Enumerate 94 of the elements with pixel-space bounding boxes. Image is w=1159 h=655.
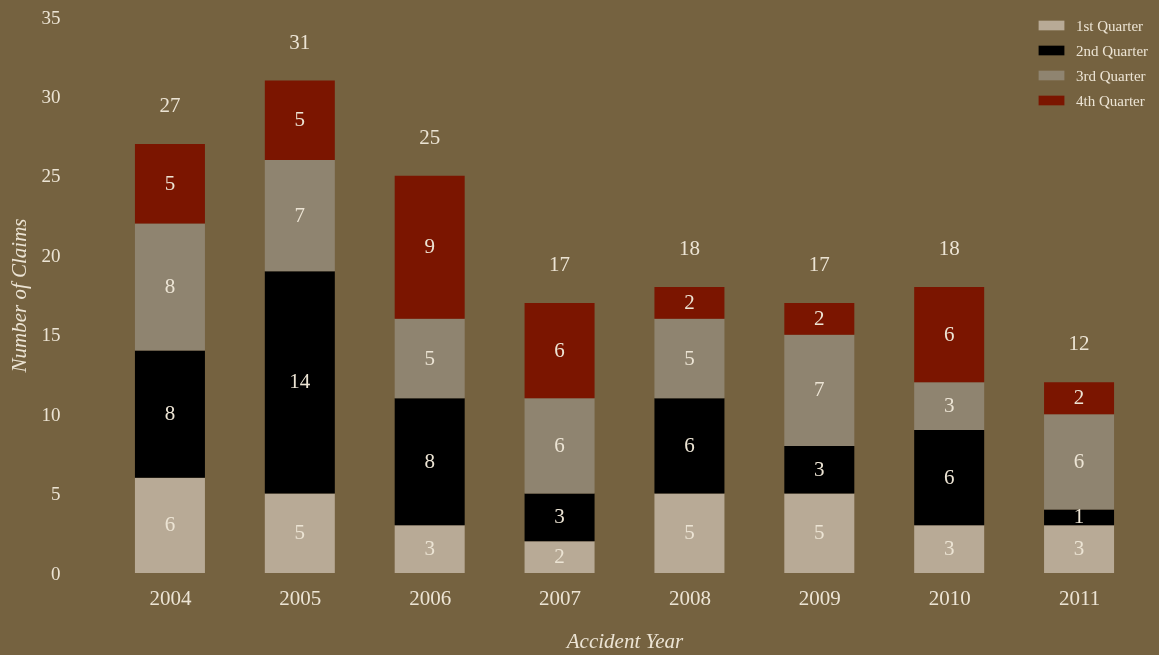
bar — [784, 302, 855, 335]
bar — [784, 493, 855, 573]
data-label: 3 — [943, 393, 955, 418]
data-label: 6 — [164, 512, 176, 537]
data-label: 14 — [289, 369, 311, 394]
total-label: 17 — [549, 251, 571, 276]
x-tick-label: 2004 — [149, 585, 192, 610]
bar — [1044, 525, 1115, 573]
bar — [134, 144, 205, 224]
bar — [134, 223, 205, 351]
y-tick-label: 20 — [41, 244, 61, 266]
x-tick-label: 2005 — [279, 585, 322, 610]
data-label: 5 — [164, 170, 176, 195]
total-label: 12 — [1068, 331, 1090, 356]
data-label: 6 — [684, 432, 695, 457]
data-label: 3 — [814, 456, 825, 481]
data-label: 3 — [943, 536, 955, 561]
data-label: 6 — [554, 337, 565, 362]
data-label: 2 — [684, 289, 695, 314]
data-label: 3 — [554, 504, 565, 529]
bar — [394, 398, 465, 526]
bar — [524, 302, 595, 399]
data-label: 6 — [1073, 448, 1085, 473]
bar — [394, 175, 465, 319]
bar — [264, 159, 335, 272]
y-axis-title: Number of Claims — [6, 218, 31, 374]
data-label: 5 — [294, 107, 306, 132]
x-tick-label: 2011 — [1058, 585, 1101, 610]
y-tick-label: 35 — [41, 6, 61, 28]
y-tick-label: 30 — [41, 85, 61, 107]
data-label: 8 — [164, 401, 176, 426]
y-tick-label: 15 — [41, 324, 61, 346]
y-tick-label: 10 — [41, 403, 61, 425]
bar — [524, 493, 595, 542]
data-label: 2 — [554, 544, 565, 569]
data-label: 7 — [814, 377, 825, 402]
bar — [394, 318, 465, 399]
data-label: 3 — [424, 536, 435, 561]
data-label: 5 — [424, 345, 435, 370]
x-tick-label: 2010 — [928, 585, 971, 610]
data-label: 1 — [1073, 504, 1085, 529]
data-label: 7 — [294, 202, 306, 227]
legend-label: 3rd Quarter — [1076, 67, 1146, 84]
data-label: 8 — [164, 274, 176, 299]
legend-label: 2nd Quarter — [1076, 42, 1149, 59]
x-tick-label: 2008 — [668, 585, 711, 610]
total-label: 31 — [289, 29, 311, 54]
x-tick-label: 2006 — [409, 585, 452, 610]
bar — [394, 525, 465, 573]
data-label: 2 — [814, 305, 825, 330]
legend-label: 1st Quarter — [1076, 17, 1144, 34]
bar — [1044, 382, 1115, 415]
bar — [654, 287, 725, 319]
x-tick-label: 2007 — [539, 585, 582, 610]
bar — [914, 382, 985, 431]
data-label: 6 — [943, 464, 955, 489]
total-label: 18 — [938, 236, 960, 261]
y-tick-label: 0 — [51, 562, 61, 584]
total-label: 17 — [808, 251, 830, 276]
data-label: 5 — [684, 520, 695, 545]
legend-label: 4th Quarter — [1076, 92, 1145, 109]
data-label: 2 — [1073, 385, 1085, 410]
data-label: 5 — [294, 520, 306, 545]
bar — [914, 430, 985, 526]
data-label: 5 — [684, 345, 695, 370]
y-tick-label: 5 — [51, 483, 61, 505]
bar — [264, 80, 335, 160]
bar — [1044, 509, 1115, 526]
data-label: 3 — [1073, 536, 1085, 561]
x-tick-label: 2009 — [798, 585, 841, 610]
bar — [1044, 414, 1115, 510]
bar — [134, 477, 205, 573]
data-label: 5 — [814, 520, 825, 545]
bar — [784, 445, 855, 494]
bar — [654, 318, 725, 399]
bar — [524, 541, 595, 573]
bar — [524, 398, 595, 494]
bar — [654, 398, 725, 494]
y-tick-label: 25 — [41, 165, 61, 187]
bar — [654, 493, 725, 573]
bar — [134, 350, 205, 478]
data-label: 6 — [943, 321, 955, 346]
bar — [914, 525, 985, 573]
bar — [264, 271, 335, 494]
data-label: 6 — [554, 432, 565, 457]
total-label: 25 — [419, 124, 441, 149]
bar — [914, 287, 985, 383]
bar — [264, 493, 335, 573]
data-label: 8 — [424, 448, 435, 473]
x-axis-title: Accident Year — [564, 628, 685, 653]
total-label: 27 — [159, 93, 181, 118]
total-label: 18 — [678, 236, 700, 261]
bar — [784, 334, 855, 446]
data-label: 9 — [424, 234, 435, 259]
